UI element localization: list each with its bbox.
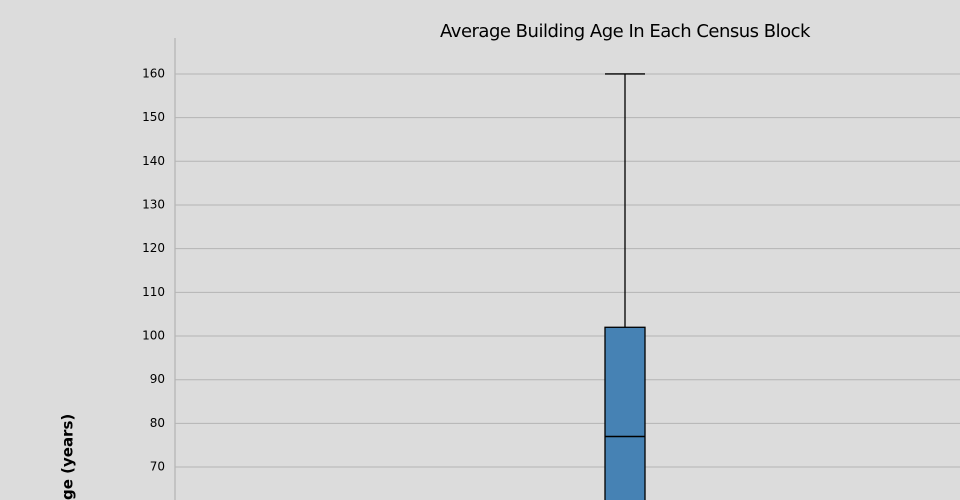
y-tick-label: 160 [142, 66, 165, 80]
y-tick-label: 150 [142, 110, 165, 124]
y-tick-label: 70 [150, 460, 165, 474]
box [604, 326, 646, 500]
y-tick-label: 90 [150, 372, 165, 386]
y-tick-label: 80 [150, 416, 165, 430]
y-tick-label: 140 [142, 154, 165, 168]
y-tick-label: 110 [142, 285, 165, 299]
y-tick-label: 120 [142, 241, 165, 255]
y-tick-label: 130 [142, 197, 165, 211]
y-tick-label: 100 [142, 329, 165, 343]
chart-title: Average Building Age In Each Census Bloc… [440, 21, 811, 42]
y-axis-label: ge (years) [59, 414, 77, 500]
